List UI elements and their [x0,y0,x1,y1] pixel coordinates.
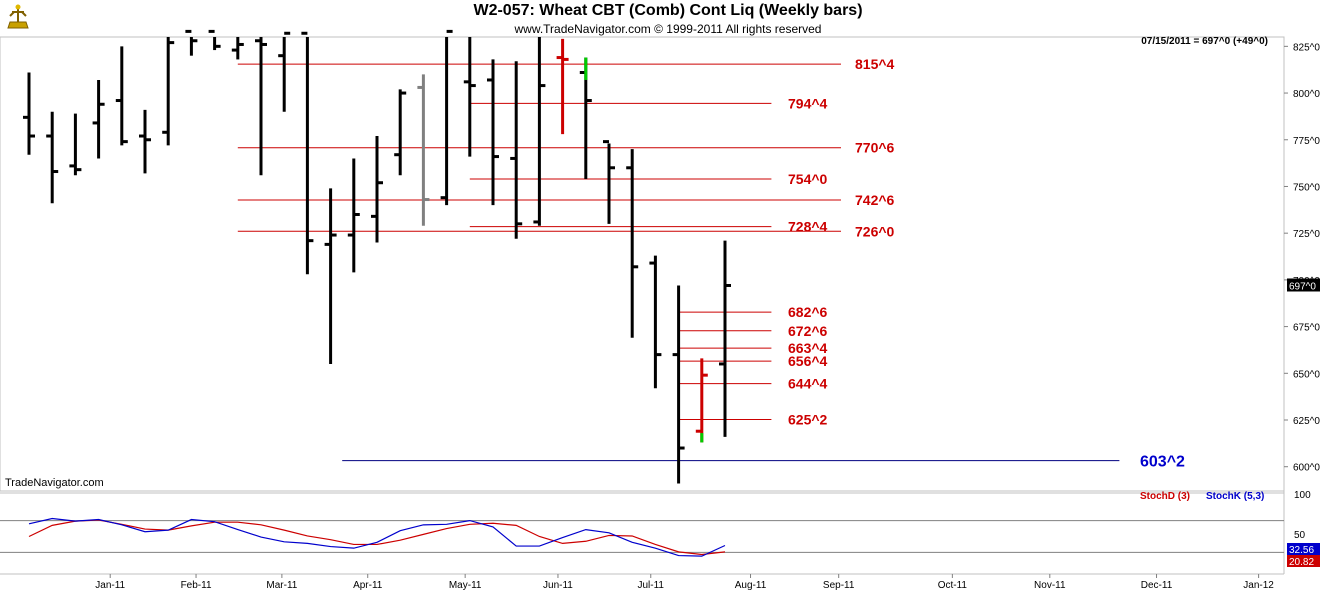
level-label: 742^6 [855,192,895,208]
stochd-legend: StochD (3) [1140,491,1190,502]
stoch-tick-label: 100 [1294,490,1311,501]
time-tick-label: Oct-11 [938,580,968,591]
price-tick-label: 650^0 [1293,369,1320,380]
copyright-subtitle: www.TradeNavigator.com © 1999-2011 All r… [514,22,822,36]
price-tick-label: 600^0 [1293,463,1320,474]
time-tick-label: Jan-12 [1243,580,1274,591]
time-axis: Jan-11 Feb-11 Mar-11 Apr-11 May-11 Jun-11 Jul-… [0,573,1284,591]
level-label: 794^4 [788,95,828,111]
time-tick-label: Mar-11 [266,580,297,591]
price-tick-label: 675^0 [1293,323,1320,334]
price-bars [23,29,731,484]
stochd-value-tag [1287,555,1320,567]
level-label: 644^4 [788,376,828,392]
stochd-value-label: 20.82 [1289,557,1314,568]
level-label: 770^6 [855,140,895,156]
level-label: 754^0 [788,171,828,187]
stoch-tick-label: 50 [1294,530,1306,541]
level-label: 682^6 [788,304,828,320]
level-label: 663^4 [788,340,828,356]
level-label: 656^4 [788,353,828,369]
time-tick-label: Nov-11 [1034,580,1066,591]
last-price-tag [1287,278,1320,292]
level-label: 815^4 [855,56,895,72]
time-tick-label: Aug-11 [735,580,767,591]
time-tick-label: Jan-11 [95,580,125,591]
price-tick-label: 725^0 [1293,229,1320,240]
last-price-info: 07/15/2011 = 697^0 (+49^0) [1141,36,1268,47]
time-tick-label: Jun-11 [543,580,573,591]
price-tick-label: 625^0 [1293,416,1320,427]
time-tick-label: Sep-11 [823,580,855,591]
stochd-line [28,519,726,556]
price-tick-label: 800^0 [1293,89,1320,100]
stochk-value-tag [1287,543,1320,555]
chart-title: W2-057: Wheat CBT (Comb) Cont Liq (Weekl… [473,2,863,19]
price-levels: 815^4 794^4 770^6 754^0 742^6 728^4 726^0 682^6… [237,56,1185,471]
price-tick-label: 825^0 [1293,42,1320,53]
level-label: 672^6 [788,323,828,339]
brand-label: TradeNavigator.com [5,477,104,489]
time-tick-label: Apr-11 [353,580,383,591]
time-tick-label: Jul-11 [638,580,665,591]
level-label: 625^2 [788,412,828,428]
trade-navigator-logo-icon [2,2,34,34]
stochk-line [28,517,726,557]
time-tick-label: May-11 [449,580,482,591]
stochk-legend: StochK (5,3) [1206,491,1265,502]
support-label: 603^2 [1140,454,1185,471]
price-tick-label: 775^0 [1293,136,1320,147]
stochk-value-label: 32.56 [1289,545,1314,556]
price-axis: 825^0800^0775^0750^0725^0700^0675^0650^0… [1284,42,1320,474]
frame [0,36,1285,574]
level-label: 726^0 [855,223,895,239]
time-tick-label: Feb-11 [181,580,212,591]
time-tick-label: Dec-11 [1141,580,1173,591]
last-price-tag-label: 697^0 [1289,281,1316,292]
price-tick-label: 750^0 [1293,182,1320,193]
price-plot-border [0,36,1285,492]
level-label: 728^4 [788,219,828,235]
